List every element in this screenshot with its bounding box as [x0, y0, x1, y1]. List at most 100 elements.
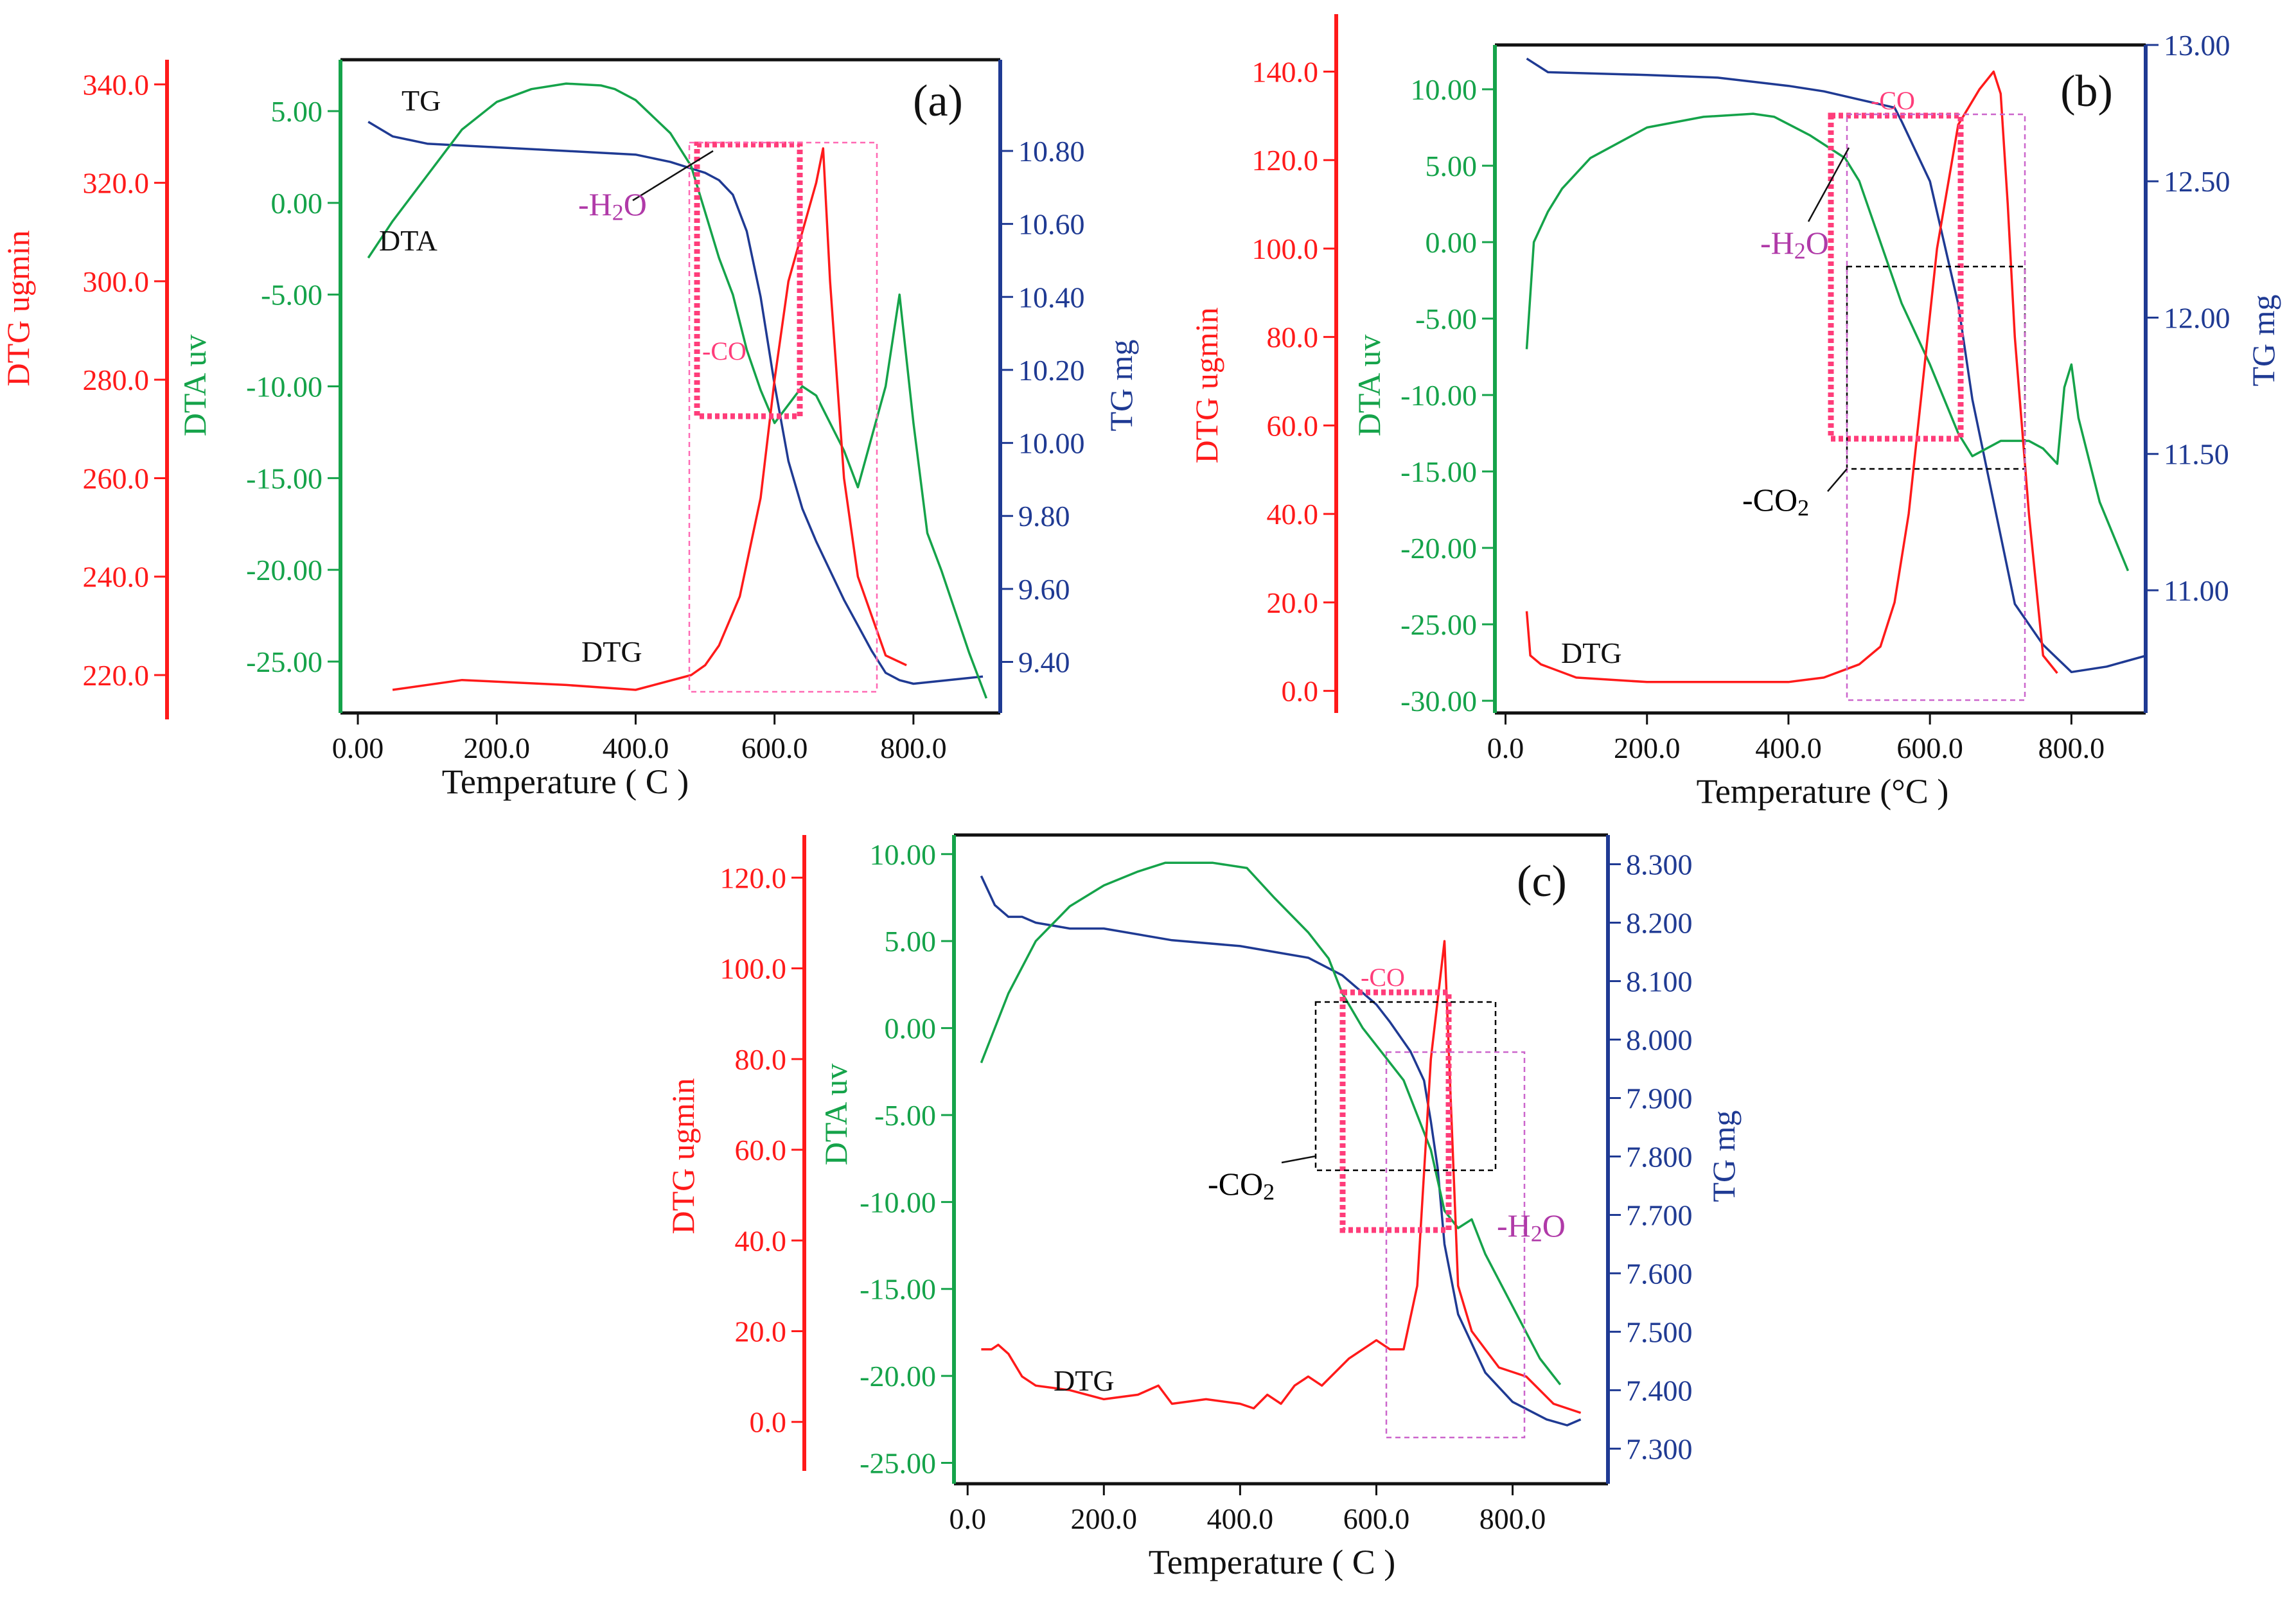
x-tick-label: 200.0 [1614, 732, 1681, 764]
dta-tick-label: -30.00 [1400, 685, 1477, 717]
dtg-axis-title: DTG ugmin [0, 230, 36, 386]
series-label-tg: TG [402, 84, 441, 117]
tg-axis-title: TG mg [1706, 1110, 1742, 1202]
dta-tick-label: 10.00 [1411, 73, 1478, 106]
region-label: -CO [1871, 86, 1915, 115]
dta-tick-label: -20.00 [860, 1360, 936, 1393]
series-tg-line [980, 875, 1582, 1427]
region-label: -H2O [578, 186, 647, 225]
dta-tick-label: -15.00 [246, 462, 322, 495]
tg-axis-title: TG mg [1103, 339, 1139, 431]
dtg-tick-label: 80.0 [1267, 321, 1319, 354]
dtg-tick-label: 120.0 [720, 861, 787, 894]
region-box [1314, 1001, 1497, 1172]
dta-tick-label: 5.00 [885, 925, 937, 958]
dta-tick-label: -5.00 [874, 1099, 936, 1132]
x-tick-label: 600.0 [1343, 1502, 1410, 1535]
region-label: -CO [1361, 963, 1405, 992]
dtg-tick-label: 0.0 [750, 1406, 787, 1439]
series-label-dtg: DTG [1561, 637, 1622, 669]
dta-tick-label: -5.00 [261, 279, 322, 312]
tg-tick-label: 12.50 [2164, 165, 2230, 198]
panel-c: 0.0 200.0 400.0 600.0 800.0 Temperature ( C )… [665, 833, 1742, 1581]
x-axis-title: Temperature ( C ) [442, 762, 689, 801]
tg-tick-label: 13.00 [2164, 29, 2230, 62]
tg-tick-label: 8.300 [1626, 848, 1693, 881]
dta-tick-label: -10.00 [860, 1186, 936, 1218]
tg-tick-label: 7.600 [1626, 1257, 1693, 1290]
series-label-dta: DTA [379, 224, 437, 257]
dtg-tick-label: 60.0 [735, 1134, 787, 1166]
tg-tick-label: 10.00 [1018, 427, 1085, 460]
series-label-dtg: DTG [581, 635, 642, 668]
dtg-tick-label: 140.0 [1252, 56, 1319, 89]
panel-label: (b) [2060, 67, 2113, 116]
dtg-tick-label: 260.0 [83, 462, 150, 495]
region-box [1339, 989, 1452, 1233]
region-box [1846, 113, 2026, 701]
dta-tick-label: -25.00 [860, 1447, 936, 1480]
annotation-leader [1807, 147, 1850, 222]
dta-tick-label: 10.00 [870, 838, 937, 871]
tg-tick-label: 10.80 [1018, 135, 1085, 168]
dtg-tick-label: 220.0 [83, 659, 150, 692]
x-tick-label: 400.0 [1207, 1502, 1274, 1535]
dtg-tick-label: 20.0 [735, 1315, 787, 1348]
dtg-tick-label: 0.0 [1282, 675, 1319, 708]
x-tick-label: 800.0 [880, 732, 947, 764]
tg-axis-title: TG mg [2245, 294, 2281, 386]
tg-tick-label: 12.00 [2164, 301, 2230, 334]
tg-tick-label: 7.500 [1626, 1315, 1693, 1348]
panel-a: 0.00 200.0 400.0 600.0 800.0 Temperature ( C … [0, 58, 1139, 801]
tg-tick-label: 7.800 [1626, 1140, 1693, 1173]
panel-label: (c) [1517, 857, 1567, 906]
tg-tick-label: 10.20 [1018, 354, 1085, 387]
tg-tick-label: 9.80 [1018, 500, 1070, 532]
region-box [694, 141, 803, 419]
tg-tick-label: 8.200 [1626, 906, 1693, 939]
dtg-tick-label: 120.0 [1252, 144, 1319, 177]
region-box [1828, 112, 1964, 442]
series-dtg-line [1525, 70, 2058, 683]
dtg-tick-label: 40.0 [735, 1224, 787, 1257]
dtg-tick-label: 300.0 [83, 265, 150, 298]
tg-tick-label: 7.900 [1626, 1082, 1693, 1114]
tg-tick-label: 7.400 [1626, 1374, 1693, 1407]
dta-tick-label: -25.00 [1400, 608, 1477, 641]
x-axis-title: Temperature (°C ) [1697, 772, 1949, 811]
tg-tick-label: 8.100 [1626, 965, 1693, 998]
dta-tick-label: -20.00 [1400, 532, 1477, 565]
dtg-tick-label: 60.0 [1267, 409, 1319, 442]
panel-b: 0.0 200.0 400.0 600.0 800.0 Temperature (°C )… [1188, 14, 2281, 811]
dtg-tick-label: 20.0 [1267, 586, 1319, 619]
region-label: -H2O [1497, 1208, 1566, 1247]
region-box [1846, 265, 2026, 470]
dta-tick-label: 5.00 [1426, 150, 1478, 182]
dtg-tick-label: 320.0 [83, 167, 150, 200]
x-axis-title: Temperature ( C ) [1149, 1543, 1396, 1581]
x-tick-label: 0.0 [949, 1502, 986, 1535]
dta-axis-title: DTA uv [177, 335, 213, 437]
region-box [688, 141, 878, 693]
x-tick-label: 600.0 [1896, 732, 1963, 764]
x-tick-label: 400.0 [603, 732, 669, 764]
dtg-tick-label: 80.0 [735, 1043, 787, 1076]
dta-axis-title: DTA uv [1351, 335, 1387, 437]
series-dtg-line [981, 940, 1582, 1414]
series-label-dtg: DTG [1054, 1364, 1115, 1397]
x-tick-label: 0.00 [332, 732, 384, 764]
dtg-axis-title: DTG ugmin [1188, 307, 1224, 463]
dta-tick-label: 5.00 [271, 95, 323, 128]
region-label: -CO2 [1208, 1166, 1275, 1205]
annotation-leader [632, 150, 714, 202]
tg-tick-label: 11.50 [2164, 438, 2229, 471]
panel-label: (a) [913, 76, 963, 126]
dtg-tick-label: 40.0 [1267, 498, 1319, 531]
dtg-axis-title: DTG ugmin [665, 1078, 701, 1234]
dta-tick-label: 0.00 [271, 187, 323, 220]
dta-tick-label: -25.00 [246, 646, 322, 678]
tg-tick-label: 8.000 [1626, 1023, 1693, 1056]
annotation-leader [1281, 1155, 1316, 1164]
dtg-tick-label: 100.0 [1252, 233, 1319, 265]
